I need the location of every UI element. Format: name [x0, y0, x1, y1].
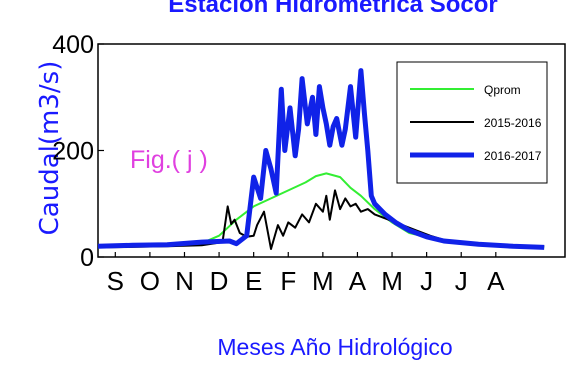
- y-axis-label: Caudal(m3/s): [35, 61, 65, 236]
- series-lines: [97, 68, 545, 250]
- x-month-label: J: [455, 266, 468, 296]
- x-month-label: F: [280, 266, 296, 296]
- x-month-label: D: [210, 266, 229, 296]
- y-tick-label: 200: [52, 138, 94, 166]
- x-month-label: J: [420, 266, 433, 296]
- legend-label: Qprom: [484, 83, 521, 97]
- x-month-label: N: [175, 266, 194, 296]
- x-month-label: O: [140, 266, 160, 296]
- x-month-label: A: [487, 266, 505, 296]
- x-month-label: M: [381, 266, 403, 296]
- x-axis-label: Meses Año Hidrológico: [217, 334, 452, 360]
- y-tick-label: 0: [80, 244, 94, 272]
- legend-label: 2015-2016: [484, 116, 542, 130]
- series-line-2016-2017: [97, 68, 545, 250]
- x-month-label: M: [312, 266, 334, 296]
- x-month-label: E: [245, 266, 262, 296]
- series-line-2015-2016: [97, 189, 545, 250]
- figure-annotation: Fig.( j ): [130, 146, 208, 174]
- chart-title: Estación Hidrométrica Socor: [168, 0, 497, 18]
- y-tick-label: 400: [52, 31, 94, 59]
- x-month-label: A: [349, 266, 367, 296]
- y-ticks: 0 200 400: [52, 31, 104, 272]
- legend-label: 2016-2017: [484, 149, 542, 163]
- legend: Qprom 2015-2016 2016-2017: [396, 61, 548, 184]
- x-month-label: S: [107, 266, 124, 296]
